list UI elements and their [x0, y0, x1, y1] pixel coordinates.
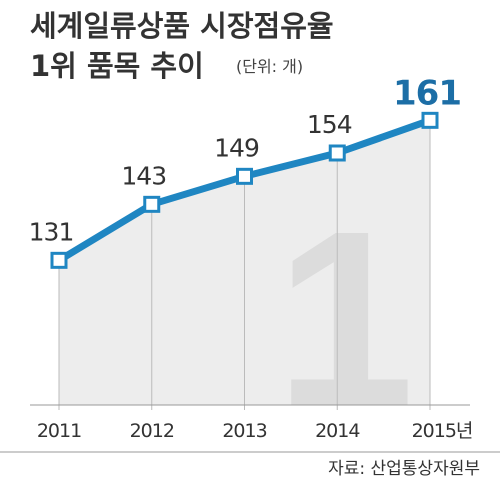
unit-label: (단위: 개) — [236, 57, 303, 76]
source: 자료: 산업통상자원부 — [328, 459, 480, 479]
x-tick-label: 2011 — [37, 420, 81, 442]
marker — [328, 144, 346, 162]
marker — [236, 167, 253, 185]
x-tick-label: 2012 — [130, 420, 174, 442]
x-tick-label: 2013 — [222, 420, 266, 442]
data-label: 161 — [393, 73, 461, 113]
chart-subtitle: 1위 품목 추이 — [30, 49, 204, 83]
x-tick-label: 2014 — [315, 420, 360, 442]
data-label: 143 — [121, 161, 166, 190]
marker — [143, 195, 161, 213]
chart-title: 세계일류상품 시장점유율 — [30, 9, 334, 43]
x-tick-label: 2015년 — [412, 420, 473, 442]
marker — [50, 251, 68, 269]
data-label: 131 — [29, 217, 74, 246]
marker — [421, 111, 439, 129]
plot-area: 1 131 2011 143 2012 149 2013 154 2014 161 2015년 — [29, 73, 474, 458]
data-label: 149 — [214, 133, 259, 162]
watermark: 1 — [275, 179, 414, 458]
data-label: 154 — [307, 110, 352, 139]
